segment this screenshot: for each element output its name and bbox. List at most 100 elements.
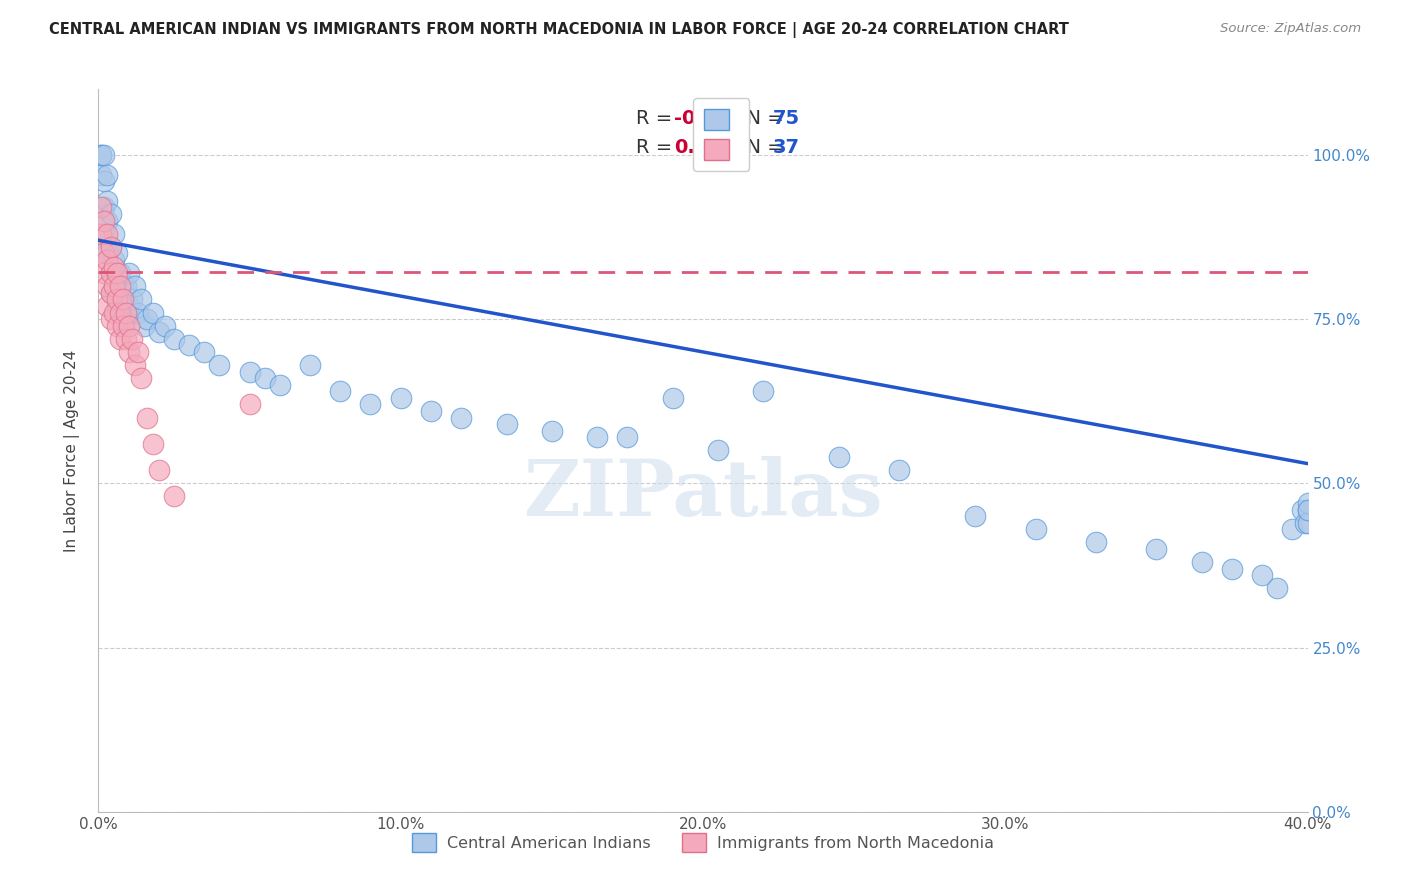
Point — [153, 318, 176, 333]
Point — [93, 174, 115, 188]
Point — [100, 312, 122, 326]
Point — [1220, 562, 1243, 576]
Point — [163, 332, 186, 346]
Point — [121, 332, 143, 346]
Point — [1191, 555, 1213, 569]
Point — [148, 325, 170, 339]
Point — [114, 305, 136, 319]
Point — [179, 338, 201, 352]
Text: ZIPatlas: ZIPatlas — [523, 456, 883, 532]
Point — [118, 318, 141, 333]
Point — [389, 391, 412, 405]
Point — [100, 266, 122, 280]
Point — [96, 168, 118, 182]
Point — [105, 273, 128, 287]
Point — [239, 365, 262, 379]
Point — [1296, 496, 1319, 510]
Legend: Central American Indians, Immigrants from North Macedonia: Central American Indians, Immigrants fro… — [405, 827, 1001, 858]
Point — [1294, 516, 1316, 530]
Point — [93, 148, 115, 162]
Text: 0.004: 0.004 — [673, 137, 735, 156]
Point — [1085, 535, 1108, 549]
Point — [1251, 568, 1274, 582]
Point — [828, 450, 851, 464]
Point — [111, 279, 134, 293]
Point — [111, 312, 134, 326]
Point — [163, 490, 186, 504]
Point — [103, 279, 125, 293]
Point — [103, 305, 125, 319]
Point — [111, 318, 134, 333]
Point — [105, 318, 128, 333]
Point — [100, 266, 122, 280]
Point — [105, 299, 128, 313]
Point — [239, 397, 262, 411]
Point — [420, 404, 443, 418]
Text: N =: N = — [734, 137, 790, 156]
Point — [100, 285, 122, 300]
Point — [103, 279, 125, 293]
Point — [269, 377, 291, 392]
Point — [124, 358, 146, 372]
Point — [752, 384, 775, 399]
Text: Source: ZipAtlas.com: Source: ZipAtlas.com — [1220, 22, 1361, 36]
Point — [96, 227, 118, 241]
Point — [132, 318, 155, 333]
Point — [661, 391, 683, 405]
Point — [450, 410, 472, 425]
Point — [1291, 502, 1313, 516]
Point — [1296, 502, 1319, 516]
Point — [118, 299, 141, 313]
Point — [129, 371, 152, 385]
Point — [111, 293, 134, 307]
Point — [329, 384, 352, 399]
Point — [100, 240, 122, 254]
Point — [118, 345, 141, 359]
Point — [135, 312, 157, 326]
Point — [93, 246, 115, 260]
Point — [93, 213, 115, 227]
Point — [105, 266, 128, 280]
Text: R =: R = — [637, 137, 679, 156]
Point — [103, 227, 125, 241]
Point — [586, 430, 609, 444]
Point — [118, 266, 141, 280]
Point — [108, 279, 131, 293]
Point — [127, 345, 149, 359]
Point — [90, 168, 112, 182]
Point — [193, 345, 215, 359]
Text: -0.359: -0.359 — [673, 109, 744, 128]
Point — [90, 148, 112, 162]
Point — [889, 463, 911, 477]
Point — [114, 332, 136, 346]
Point — [93, 227, 115, 241]
Point — [121, 293, 143, 307]
Point — [100, 207, 122, 221]
Point — [148, 463, 170, 477]
Point — [208, 358, 231, 372]
Point — [114, 305, 136, 319]
Point — [1144, 541, 1167, 556]
Point — [1024, 522, 1046, 536]
Point — [93, 201, 115, 215]
Point — [1296, 502, 1319, 516]
Text: 75: 75 — [773, 109, 800, 128]
Point — [100, 240, 122, 254]
Point — [108, 305, 131, 319]
Point — [299, 358, 322, 372]
Point — [129, 293, 152, 307]
Point — [495, 417, 517, 432]
Point — [105, 246, 128, 260]
Text: N =: N = — [734, 109, 790, 128]
Point — [96, 299, 118, 313]
Point — [142, 437, 165, 451]
Point — [135, 410, 157, 425]
Point — [707, 443, 730, 458]
Point — [108, 293, 131, 307]
Point — [142, 305, 165, 319]
Point — [965, 509, 987, 524]
Point — [90, 148, 112, 162]
Text: 37: 37 — [773, 137, 800, 156]
Text: R =: R = — [637, 109, 679, 128]
Point — [540, 424, 562, 438]
